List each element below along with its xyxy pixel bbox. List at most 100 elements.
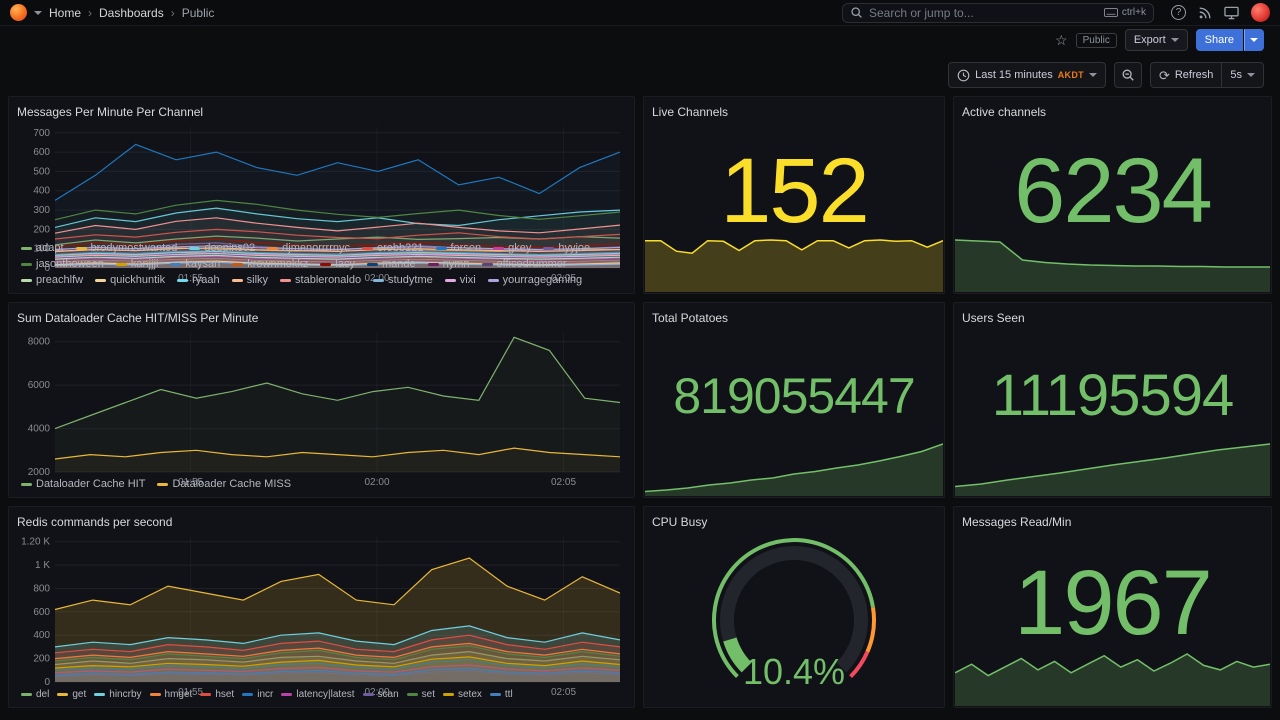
timeseries-chart[interactable]: 2000 4000 6000 8000 01:55 02:00 02:05 xyxy=(17,327,626,488)
org-switcher-caret[interactable] xyxy=(34,10,42,15)
panel-title[interactable]: Live Channels xyxy=(652,105,729,119)
grafana-logo[interactable] xyxy=(10,4,27,21)
legend-label: latency|latest xyxy=(296,689,355,700)
user-avatar[interactable] xyxy=(1251,3,1270,22)
legend-color-mark xyxy=(189,247,201,250)
help-icon[interactable]: ? xyxy=(1171,5,1186,20)
svg-text:200: 200 xyxy=(33,224,50,235)
legend-item[interactable]: officedrummer xyxy=(481,258,567,271)
legend-item[interactable]: erobb221 xyxy=(362,242,424,255)
legend-item[interactable]: silky xyxy=(231,274,268,287)
legend-label: forsen xyxy=(450,242,482,254)
legend-item[interactable]: ryaah xyxy=(177,274,220,287)
legend-item[interactable]: Dataloader Cache HIT xyxy=(21,478,145,491)
legend-color-mark xyxy=(481,263,493,266)
legend-item[interactable]: Dataloader Cache MISS xyxy=(157,478,291,491)
legend-color-mark xyxy=(362,247,373,250)
legend-item[interactable]: kaysan xyxy=(170,258,220,271)
export-button[interactable]: Export xyxy=(1124,29,1188,51)
legend-item[interactable]: del xyxy=(21,688,49,701)
svg-text:1 K: 1 K xyxy=(35,560,50,571)
sparkline xyxy=(644,440,944,496)
legend-label: hyyjoe xyxy=(558,242,591,254)
nav-icon-group: ? xyxy=(1171,3,1270,22)
legend-label: quickhuntik xyxy=(110,274,166,286)
legend-item[interactable]: gkey xyxy=(493,242,531,255)
breadcrumb-public[interactable]: Public xyxy=(181,5,215,20)
legend-label: stableronaldo xyxy=(295,274,362,286)
legend-item[interactable]: studytme xyxy=(373,274,433,287)
chart-legend: Dataloader Cache HIT Dataloader Cache MIS… xyxy=(17,475,626,491)
panel-redis-commands: Redis commands per second 0 200 400 600 800 1… xyxy=(8,506,635,708)
legend-label: del xyxy=(36,689,50,700)
legend-item[interactable]: hmget xyxy=(149,688,193,701)
legend-label: mande xyxy=(381,258,416,270)
share-button[interactable]: Share xyxy=(1195,29,1243,51)
legend-item[interactable]: kanjjji xyxy=(115,258,158,271)
legend-color-mark xyxy=(242,693,254,696)
legend-item[interactable]: latency|latest xyxy=(281,688,355,701)
legend-item[interactable]: krownmokkz xyxy=(232,258,308,271)
search-input[interactable] xyxy=(869,5,1098,20)
panel-title[interactable]: Active channels xyxy=(962,105,1047,119)
legend-item[interactable]: scan xyxy=(362,688,399,701)
timeseries-chart[interactable]: 0 100 200 300 400 500 600 700 01:55 02:00 02:05 xyxy=(17,121,626,284)
zoom-out-button[interactable] xyxy=(1113,62,1142,88)
legend-item[interactable]: setex xyxy=(443,688,482,701)
legend-item[interactable]: djmenorrrrnyc xyxy=(267,242,350,255)
legend-item[interactable]: brodymostwanted xyxy=(75,242,177,255)
timeseries-chart[interactable]: 0 200 400 600 800 1 K 1.20 K 01:55 02:00 02:05 xyxy=(17,531,626,698)
panel-title[interactable]: CPU Busy xyxy=(652,515,708,529)
legend-item[interactable]: hincrby xyxy=(94,688,142,701)
legend-item[interactable]: get xyxy=(57,688,86,701)
legend-item[interactable]: adapt xyxy=(21,242,64,255)
legend-item[interactable]: incr xyxy=(242,688,273,701)
monitor-icon[interactable] xyxy=(1224,6,1239,20)
gauge-value: 10.4% xyxy=(742,651,846,692)
time-range-label: Last 15 minutes xyxy=(975,69,1053,81)
legend-label: hmget xyxy=(164,689,193,700)
rss-icon[interactable] xyxy=(1198,6,1212,20)
panel-title[interactable]: Sum Dataloader Cache HIT/MISS Per Minute xyxy=(17,311,259,325)
legend-item[interactable]: ttl xyxy=(489,688,513,701)
legend-color-mark xyxy=(149,693,161,696)
legend-item[interactable]: quickhuntik xyxy=(95,274,165,287)
svg-text:4000: 4000 xyxy=(28,424,51,435)
legend-item[interactable]: yourragegaming xyxy=(487,274,582,287)
panel-title[interactable]: Messages Read/Min xyxy=(962,515,1072,529)
time-range-picker[interactable]: Last 15 minutes AKDT xyxy=(948,62,1106,88)
svg-text:01:55: 01:55 xyxy=(178,687,203,698)
legend-label: djmenorrrrnyc xyxy=(282,242,350,254)
legend-item[interactable]: hyyjoe xyxy=(543,242,590,255)
breadcrumb-home[interactable]: Home xyxy=(49,5,82,20)
legend-label: setex xyxy=(458,689,482,700)
legend-item[interactable]: stableronaldo xyxy=(280,274,361,287)
panel-title[interactable]: Messages Per Minute Per Channel xyxy=(17,105,204,119)
legend-item[interactable]: deepins02 xyxy=(189,242,255,255)
sparkline xyxy=(954,236,1270,292)
legend-item[interactable]: forsen xyxy=(435,242,482,255)
refresh-interval-dropdown[interactable]: 5s xyxy=(1221,62,1264,88)
panel-title[interactable]: Users Seen xyxy=(962,311,1025,325)
svg-text:02:05: 02:05 xyxy=(551,477,576,488)
legend-item[interactable]: set xyxy=(406,688,435,701)
legend-item[interactable]: vixi xyxy=(444,274,476,287)
stat-body: 1967 xyxy=(962,531,1263,701)
legend-item[interactable]: mande xyxy=(366,258,416,271)
legend-label: incr xyxy=(257,689,274,700)
svg-text:02:05: 02:05 xyxy=(551,273,576,284)
star-icon[interactable]: ☆ xyxy=(1055,32,1068,48)
legend-item[interactable]: preachlfw xyxy=(21,274,83,287)
legend-label: gkey xyxy=(508,242,532,254)
panel-title[interactable]: Total Potatoes xyxy=(652,311,729,325)
legend-item[interactable]: lacy xyxy=(320,258,355,271)
panel-title[interactable]: Redis commands per second xyxy=(17,515,173,529)
legend-item[interactable]: nymn xyxy=(427,258,470,271)
search-bar[interactable]: ctrl+k xyxy=(842,2,1154,23)
legend-item[interactable]: jasontheween xyxy=(21,258,104,271)
legend-item[interactable]: hset xyxy=(200,688,234,701)
export-label: Export xyxy=(1133,34,1166,46)
breadcrumb-dashboards[interactable]: Dashboards xyxy=(99,5,164,20)
share-dropdown-button[interactable] xyxy=(1244,29,1264,51)
refresh-button[interactable]: ⟳ Refresh xyxy=(1149,62,1222,88)
